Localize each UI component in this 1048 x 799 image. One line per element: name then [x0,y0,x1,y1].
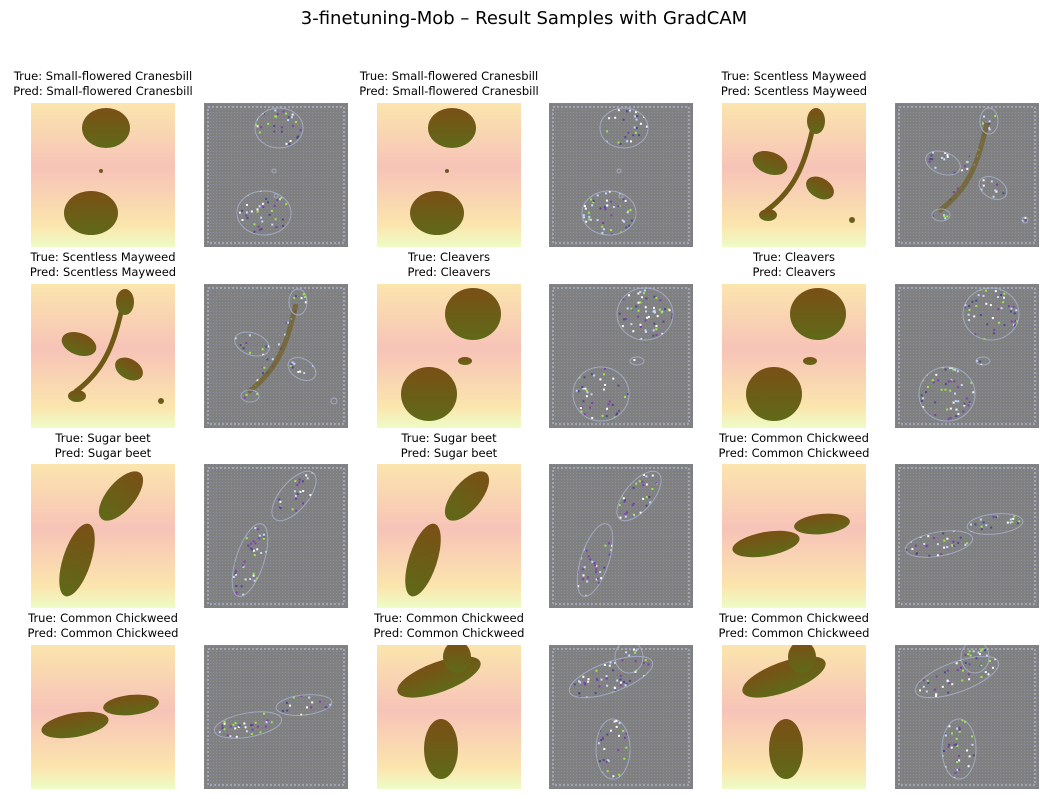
figure-title: 3-finetuning-Mob – Result Samples with G… [300,8,748,29]
sample-caption: True: Scentless Mayweed Pred: Scentless M… [674,69,914,99]
sample-caption: True: Cleavers Pred: Cleavers [329,250,569,280]
gradcam-heatmap-image [377,284,521,428]
sample-caption: True: Common Chickweed Pred: Common Chick… [0,611,223,641]
true-label: True: Common Chickweed [374,611,524,625]
guided-gradcam-image [549,464,693,608]
pred-label: Pred: Common Chickweed [718,446,870,460]
sample-caption: True: Cleavers Pred: Cleavers [674,250,914,280]
gradcam-heatmap-image [377,464,521,608]
pred-label: Pred: Small-flowered Cranesbill [13,84,193,98]
pred-label: Pred: Common Chickweed [718,626,870,640]
guided-gradcam-image [895,103,1039,247]
gradcam-heatmap-image [377,103,521,247]
pred-label: Pred: Sugar beet [54,446,152,460]
sample-caption: True: Common Chickweed Pred: Common Chick… [674,431,914,461]
gradcam-heatmap-image [722,464,866,608]
gradcam-heatmap-image [31,103,175,247]
pred-label: Pred: Cleavers [752,265,836,279]
sample-caption: True: Small-flowered Cranesbill Pred: Sma… [329,69,569,99]
pred-label: Pred: Common Chickweed [27,626,179,640]
guided-gradcam-image [204,464,348,608]
sample-caption: True: Common Chickweed Pred: Common Chick… [674,611,914,641]
pred-label: Pred: Scentless Mayweed [720,84,868,98]
pred-label: Pred: Scentless Mayweed [29,265,177,279]
guided-gradcam-image [204,284,348,428]
true-label: True: Scentless Mayweed [721,69,867,83]
guided-gradcam-image [549,103,693,247]
pred-label: Pred: Sugar beet [400,446,498,460]
true-label: True: Cleavers [408,250,490,264]
true-label: True: Small-flowered Cranesbill [13,69,193,83]
gradcam-heatmap-image [31,284,175,428]
true-label: True: Sugar beet [55,431,151,445]
pred-label: Pred: Common Chickweed [373,626,525,640]
sample-caption: True: Small-flowered Cranesbill Pred: Sma… [0,69,223,99]
true-label: True: Common Chickweed [719,611,869,625]
guided-gradcam-image [204,103,348,247]
pred-label: Pred: Cleavers [407,265,491,279]
guided-gradcam-image [895,645,1039,789]
true-label: True: Small-flowered Cranesbill [359,69,539,83]
guided-gradcam-image [204,645,348,789]
true-label: True: Scentless Mayweed [30,250,176,264]
gradcam-heatmap-image [31,645,175,789]
guided-gradcam-image [895,464,1039,608]
gradcam-heatmap-image [722,284,866,428]
guided-gradcam-image [895,284,1039,428]
gradcam-heatmap-image [722,103,866,247]
true-label: True: Cleavers [753,250,835,264]
guided-gradcam-image [549,645,693,789]
sample-caption: True: Common Chickweed Pred: Common Chick… [329,611,569,641]
sample-caption: True: Scentless Mayweed Pred: Scentless M… [0,250,223,280]
true-label: True: Common Chickweed [719,431,869,445]
true-label: True: Common Chickweed [28,611,178,625]
gradcam-heatmap-image [722,645,866,789]
sample-caption: True: Sugar beet Pred: Sugar beet [329,431,569,461]
gradcam-heatmap-image [377,645,521,789]
guided-gradcam-image [549,284,693,428]
pred-label: Pred: Small-flowered Cranesbill [359,84,539,98]
true-label: True: Sugar beet [401,431,497,445]
gradcam-heatmap-image [31,464,175,608]
sample-caption: True: Sugar beet Pred: Sugar beet [0,431,223,461]
